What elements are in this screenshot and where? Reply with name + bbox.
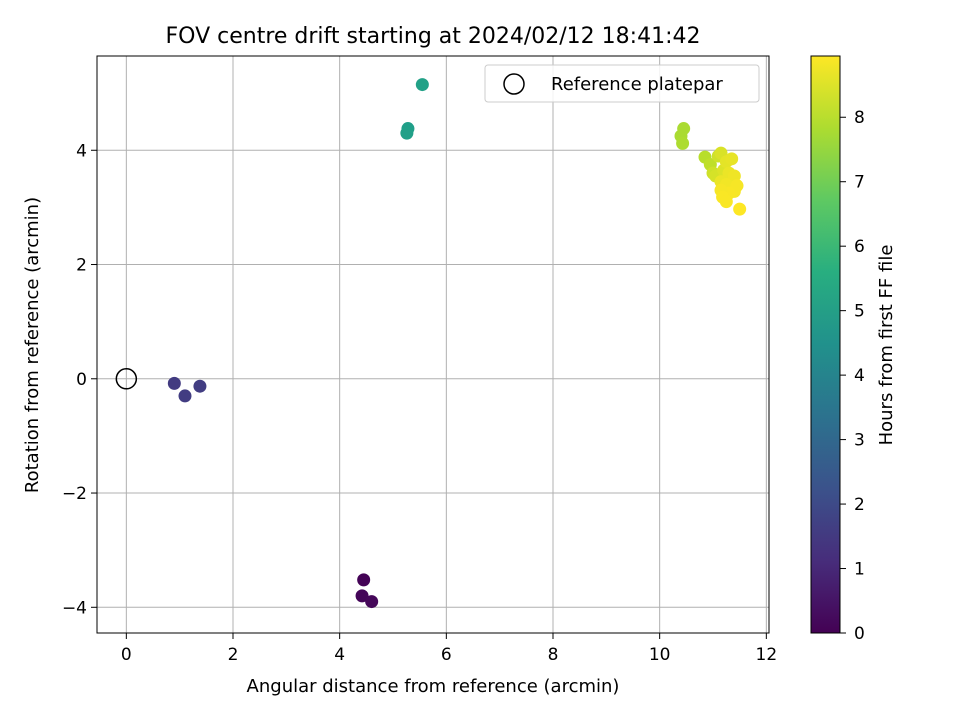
x-axis-ticks: 0 2 4 6 8 10 12 <box>121 633 777 665</box>
legend-marker <box>503 73 525 95</box>
colorbar: 0 1 2 3 4 5 6 7 8 Hours from first FF file <box>810 55 897 644</box>
legend-label: Reference platepar <box>551 74 723 95</box>
data-point <box>178 389 192 403</box>
y-tick-label: 2 <box>76 256 87 276</box>
colorbar-label: Hours from first FF file <box>876 245 897 446</box>
x-tick-label: 4 <box>334 645 345 665</box>
colorbar-tick-label: 7 <box>854 173 865 193</box>
y-tick-label: 0 <box>76 370 87 390</box>
data-point <box>676 136 690 150</box>
colorbar-tick-label: 5 <box>854 302 865 322</box>
colorbar-ticks: 0 1 2 3 4 5 6 7 8 <box>840 108 865 644</box>
data-point <box>733 202 747 216</box>
data-point <box>365 595 379 609</box>
x-axis-label: Angular distance from reference (arcmin) <box>247 676 620 697</box>
grid-lines <box>97 56 769 633</box>
data-point <box>167 376 181 390</box>
data-points <box>115 78 747 609</box>
colorbar-gradient <box>810 55 841 634</box>
x-tick-label: 12 <box>756 645 778 665</box>
x-tick-label: 8 <box>548 645 559 665</box>
data-point <box>355 589 369 603</box>
data-point <box>719 195 733 209</box>
y-tick-label: −2 <box>62 484 87 504</box>
colorbar-tick-label: 6 <box>854 237 865 257</box>
chart-title: FOV centre drift starting at 2024/02/12 … <box>166 24 701 49</box>
legend: Reference platepar <box>484 64 760 103</box>
data-point <box>193 379 207 393</box>
colorbar-tick-label: 1 <box>854 560 865 580</box>
plot-frame <box>96 55 770 634</box>
y-tick-label: 4 <box>76 141 87 161</box>
x-tick-label: 10 <box>649 645 671 665</box>
x-tick-label: 0 <box>121 645 132 665</box>
colorbar-tick-label: 3 <box>854 431 865 451</box>
data-point <box>357 573 371 587</box>
y-tick-label: −4 <box>62 598 87 618</box>
data-point <box>725 152 739 166</box>
colorbar-tick-label: 2 <box>854 495 865 515</box>
x-tick-label: 2 <box>228 645 239 665</box>
reference-point-marker <box>115 368 138 390</box>
y-axis-ticks: −4 −2 0 2 4 <box>62 141 97 618</box>
colorbar-tick-label: 8 <box>854 108 865 128</box>
colorbar-tick-label: 0 <box>854 624 865 644</box>
y-axis-label: Rotation from reference (arcmin) <box>22 197 43 493</box>
data-point <box>400 126 414 140</box>
colorbar-tick-label: 4 <box>854 366 865 386</box>
legend-box <box>484 64 760 103</box>
x-tick-label: 6 <box>441 645 452 665</box>
data-point <box>415 78 429 92</box>
